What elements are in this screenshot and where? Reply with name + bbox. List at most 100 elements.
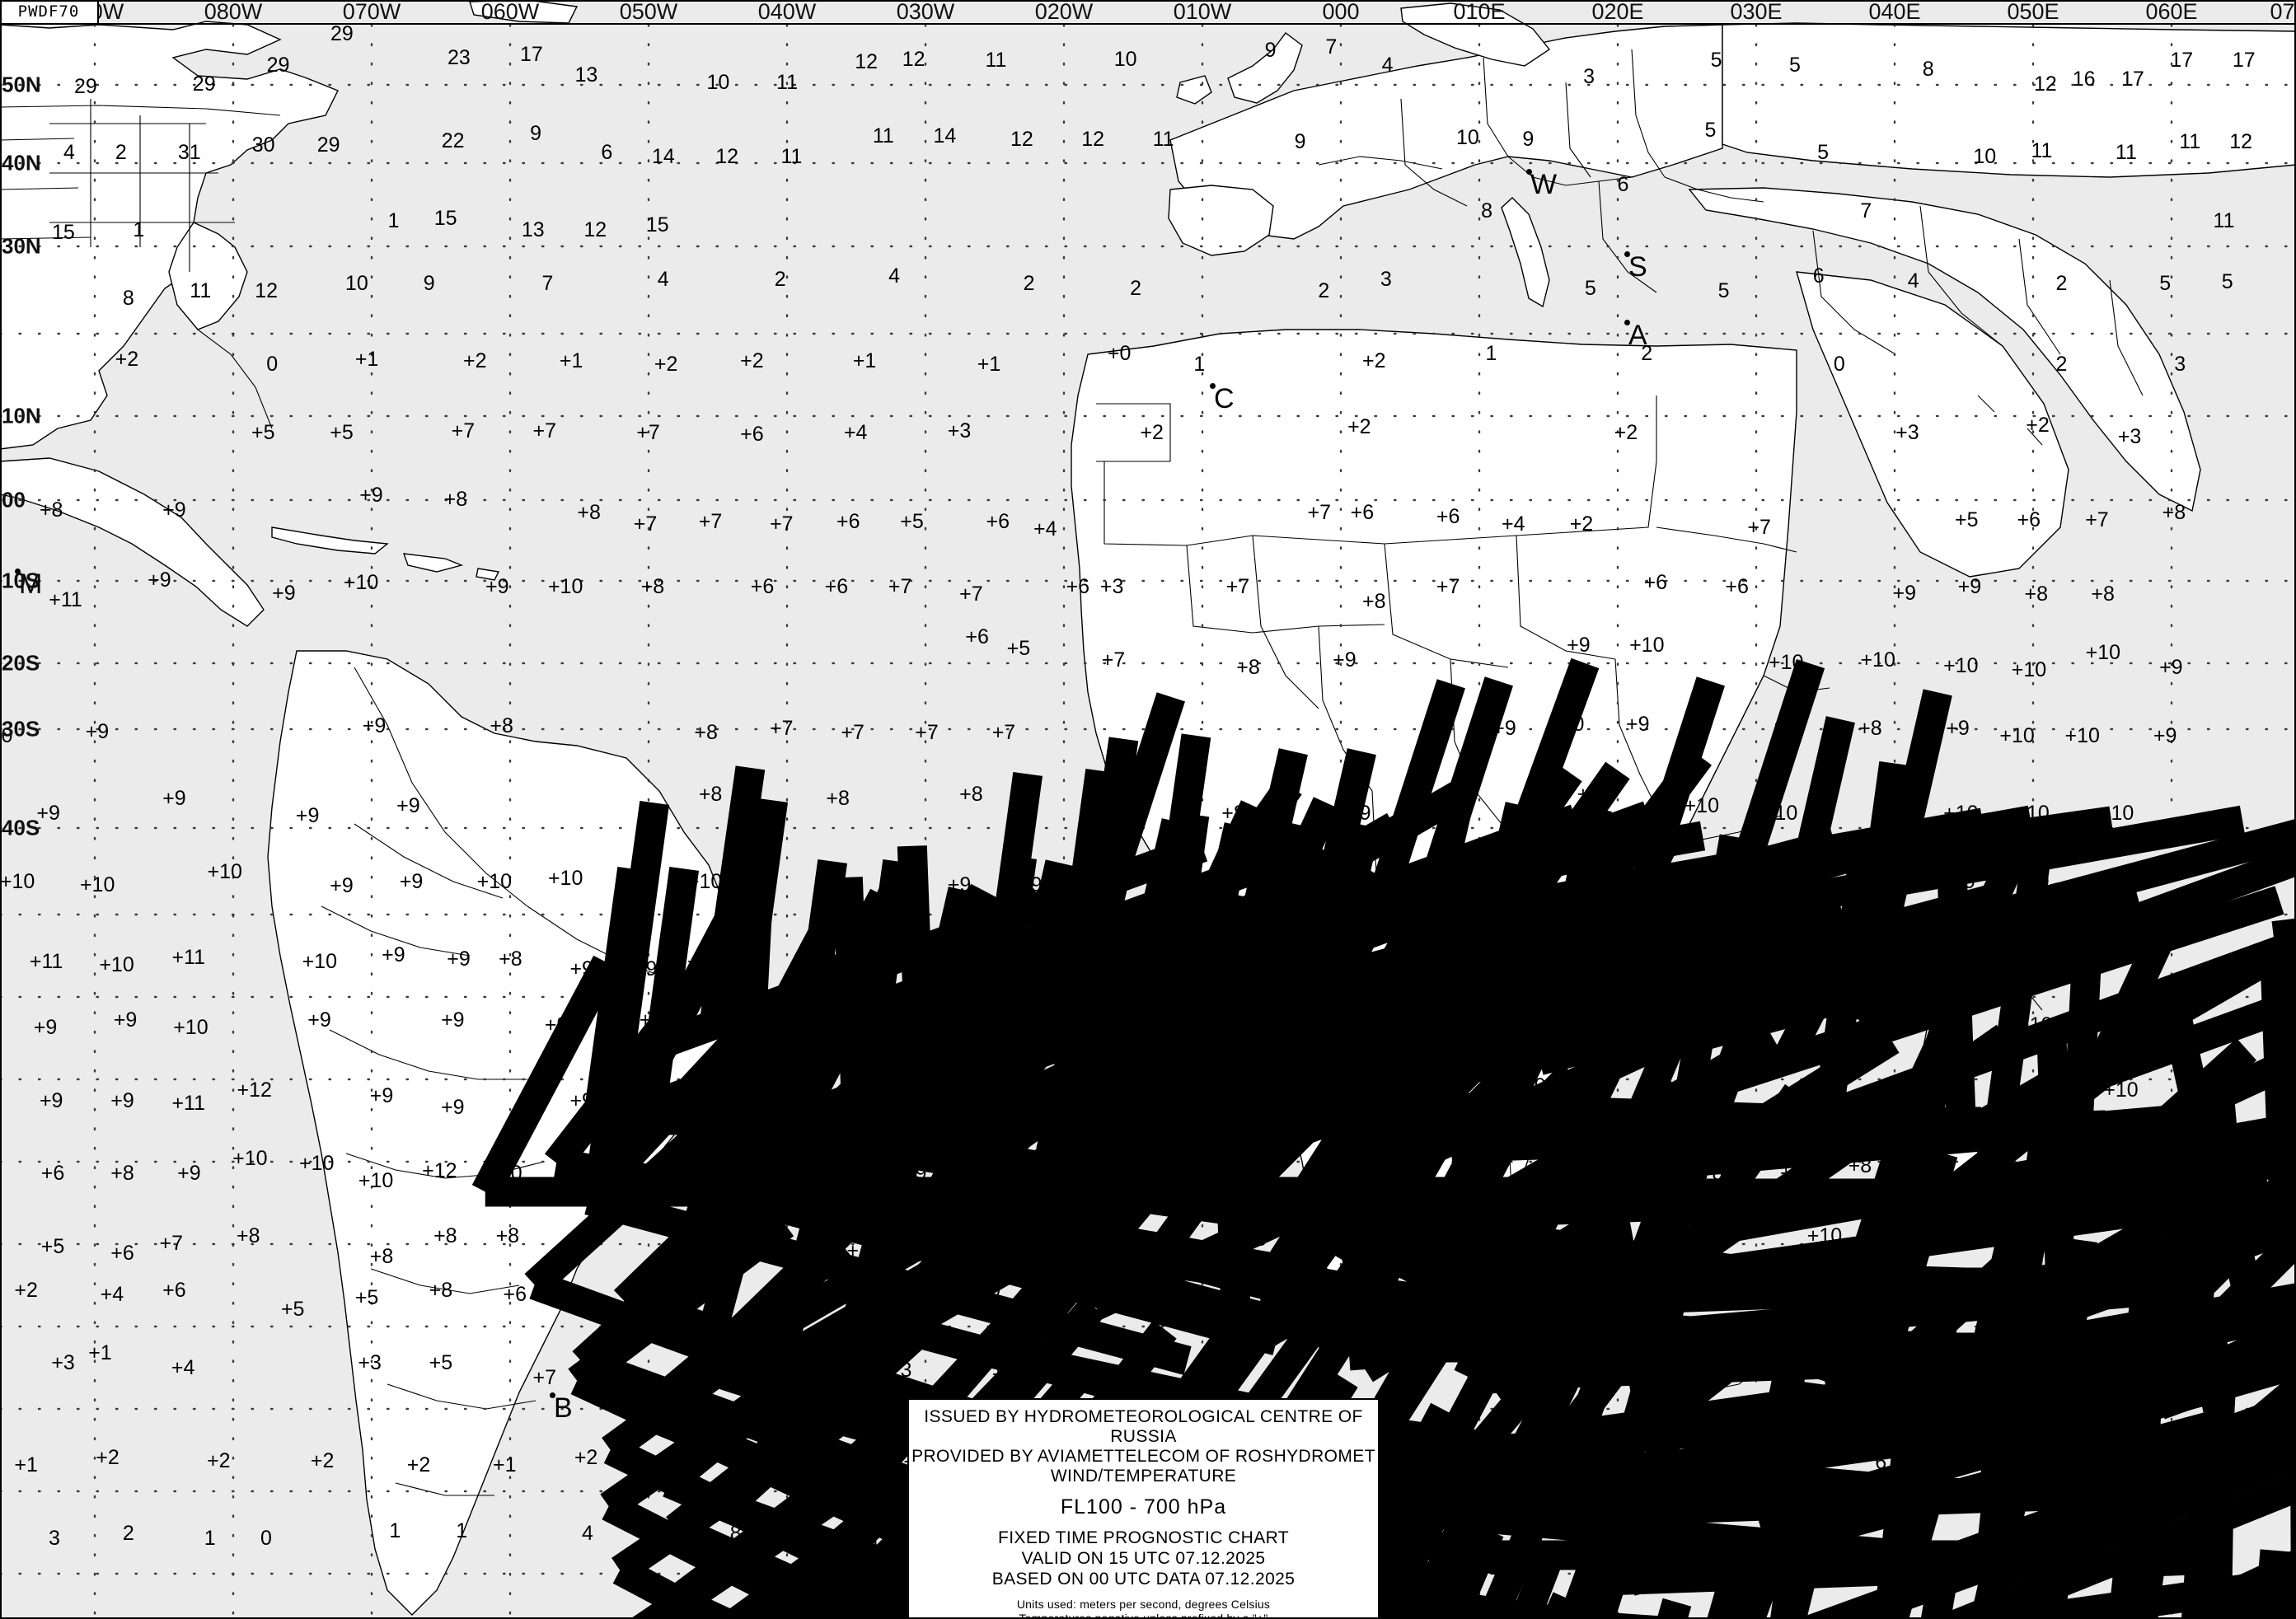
station-temperature-label: +10: [1769, 651, 1804, 675]
station-temperature-label: +10: [1351, 950, 1386, 974]
station-temperature-label: 13: [574, 63, 598, 87]
station-temperature-label: +8: [1362, 590, 1386, 614]
station-temperature-label: 1: [1485, 342, 1497, 366]
station-temperature-label: +2: [1140, 420, 1164, 444]
station-temperature-label: +9: [1333, 648, 1357, 671]
station-temperature-label: +10: [876, 1081, 912, 1105]
station-temperature-label: +8: [826, 787, 850, 811]
longitude-label: 060E: [2145, 0, 2198, 24]
station-temperature-label: +9: [569, 957, 593, 981]
longitude-label: 070W: [342, 0, 401, 24]
wind-barb-icon: [2271, 918, 2296, 1118]
longitude-label: 050W: [619, 0, 678, 24]
longitude-label: 030E: [1730, 0, 1783, 24]
station-temperature-label: +7: [841, 721, 865, 745]
station-temperature-label: +9: [1221, 870, 1245, 893]
legend-provider: PROVIDED BY AVIAMETTELECOM OF ROSHYDROME…: [911, 1447, 1375, 1466]
station-temperature-label: 9: [1264, 38, 1277, 62]
station-temperature-label: +9: [162, 787, 186, 811]
station-temperature-label: 12: [2229, 130, 2253, 154]
wind-barb-icon: [1366, 1511, 1446, 1619]
station-temperature-label: +11: [171, 946, 206, 970]
wind-barb-icon: [1476, 1454, 1573, 1619]
station-temperature-label: +9: [814, 867, 838, 891]
station-temperature-label: +2: [2026, 413, 2050, 437]
wind-barb-icon: [1970, 1481, 2031, 1619]
station-temperature-label: 11: [2031, 139, 2053, 163]
station-temperature-label: +9: [307, 1008, 331, 1032]
legend-flight-level: FL100 - 700 hPa: [1060, 1495, 1227, 1518]
station-temperature-label: +9: [2159, 655, 2183, 679]
station-temperature-label: 29: [74, 75, 97, 99]
latitude-label: 20S: [2, 650, 40, 676]
station-temperature-label: +6: [2017, 508, 2041, 531]
station-temperature-label: +10: [476, 870, 513, 893]
station-temperature-label: +9: [1155, 877, 1178, 901]
station-temperature-label: 11: [1152, 127, 1174, 151]
station-temperature-label: +10: [1629, 634, 1665, 657]
station-temperature-label: 1: [1193, 352, 1206, 376]
station-temperature-label: +1: [559, 349, 583, 373]
station-temperature-label: +2: [1569, 512, 1594, 536]
station-temperature-label: 12: [1081, 127, 1105, 151]
wind-barb-icon: [1707, 1525, 1763, 1619]
latitude-label: 40N: [2, 150, 41, 175]
station-temperature-label: 29: [192, 72, 216, 96]
station-temperature-label: +9: [399, 870, 424, 893]
legend-units-line2: Temperatures negative unless prefixed by…: [1019, 1612, 1268, 1619]
station-temperature-label: +9: [947, 943, 972, 966]
station-temperature-label: 4: [1381, 53, 1394, 77]
longitude-label: 010E: [1453, 0, 1506, 24]
station-temperature-label: +10: [547, 867, 583, 891]
station-temperature-label: +9: [822, 1088, 846, 1112]
station-temperature-label: +9: [272, 581, 296, 605]
station-temperature-label: 2: [1130, 276, 1141, 300]
station-temperature-label: +8: [1221, 801, 1245, 825]
station-temperature-label: 5: [1584, 276, 1596, 300]
station-temperature-label: +9: [1957, 575, 1982, 599]
wind-barb-icon: [1877, 1449, 2296, 1619]
station-temperature-label: 17: [2232, 49, 2256, 73]
longitude-label: 060W: [480, 0, 540, 24]
wind-barb-icon: [1775, 1537, 1825, 1619]
station-temperature-label: +8: [490, 714, 513, 737]
station-temperature-label: +11: [49, 588, 82, 612]
station-temperature-label: +8: [2162, 501, 2186, 525]
station-temperature-label: +9: [633, 957, 658, 981]
station-temperature-label: +3: [2117, 425, 2142, 449]
station-temperature-label: +10: [1806, 939, 1843, 963]
station-temperature-label: +6: [1436, 505, 1460, 529]
station-temperature-label: +6: [1643, 571, 1668, 595]
wind-barb-icon: [1509, 1542, 1567, 1619]
legend-product: WIND/TEMPERATURE: [1050, 1467, 1237, 1486]
station-temperature-label: 12: [255, 279, 279, 303]
station-temperature-label: +7: [915, 721, 939, 745]
station-temperature-label: 17: [2170, 49, 2194, 73]
station-temperature-label: +10: [686, 950, 723, 974]
station-temperature-label: +9: [369, 1084, 394, 1108]
station-temperature-label: +7: [532, 419, 557, 442]
station-temperature-label: +10: [1511, 1026, 1546, 1050]
station-temperature-label: +9: [2153, 723, 2177, 747]
station-temperature-label: 5: [1710, 49, 1722, 73]
station-temperature-label: +5: [900, 509, 924, 533]
legend-issuer: ISSUED BY HYDROMETEOROLOGICAL CENTRE OF …: [924, 1407, 1363, 1446]
station-temperature-label: 5: [1817, 140, 1829, 164]
station-temperature-label: 17: [2121, 68, 2144, 91]
station-temperature-label: +7: [770, 512, 794, 536]
station-temperature-label: +8: [1091, 787, 1115, 811]
station-temperature-label: 23: [447, 45, 471, 69]
station-temperature-label: +7: [1436, 575, 1460, 599]
station-temperature-label: 11: [2179, 130, 2201, 154]
station-temperature-label: +10: [1860, 648, 1895, 671]
station-temperature-label: 6: [601, 140, 613, 164]
station-temperature-label: 7: [1860, 199, 1872, 222]
station-temperature-label: +10: [0, 723, 13, 747]
longitude-label: 070E: [2270, 0, 2296, 24]
station-temperature-label: +10: [940, 1020, 976, 1044]
station-temperature-label: +1: [977, 352, 1001, 376]
station-temperature-label: +1: [354, 348, 379, 372]
station-temperature-label: +2: [115, 348, 139, 372]
station-temperature-label: +9: [1625, 712, 1650, 736]
